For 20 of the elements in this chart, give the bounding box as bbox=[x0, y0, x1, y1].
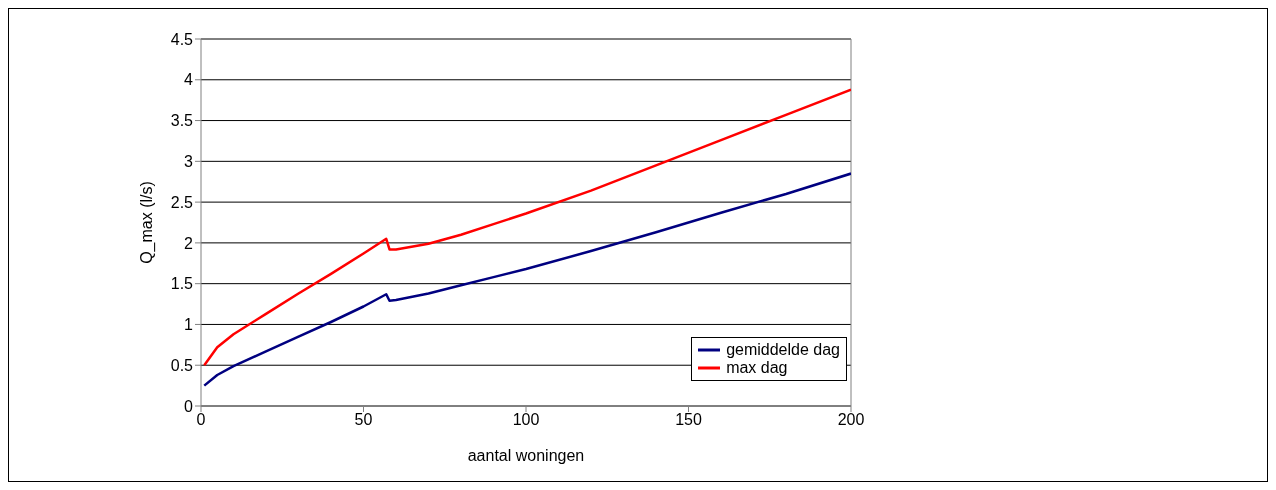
x-tick-label: 50 bbox=[354, 411, 373, 429]
y-tick-label: 1 bbox=[184, 316, 194, 334]
y-tick-label: 0 bbox=[184, 397, 194, 415]
y-tick-label: 2.5 bbox=[170, 193, 194, 211]
y-tick-label: 3.5 bbox=[170, 112, 194, 130]
x-axis-title: aantal woningen bbox=[467, 447, 585, 464]
y-tick-label: 4 bbox=[184, 71, 194, 89]
y-tick-label: 3 bbox=[184, 153, 194, 171]
line-series bbox=[203, 172, 851, 387]
x-tick-label: 200 bbox=[837, 411, 865, 429]
y-tick-label: 2 bbox=[184, 234, 194, 252]
y-tick-label: 1.5 bbox=[170, 275, 194, 293]
y-tick-label: 0.5 bbox=[170, 356, 194, 374]
x-tick-label: 150 bbox=[675, 411, 702, 429]
x-tick-label: 100 bbox=[512, 411, 540, 429]
legend-label: gemiddelde dag bbox=[726, 341, 840, 359]
y-tick-label: 4.5 bbox=[170, 30, 194, 48]
legend-label: max dag bbox=[726, 359, 788, 377]
x-tick-label: 0 bbox=[196, 411, 206, 429]
y-axis-title: Q_max (l/s) bbox=[137, 181, 156, 264]
